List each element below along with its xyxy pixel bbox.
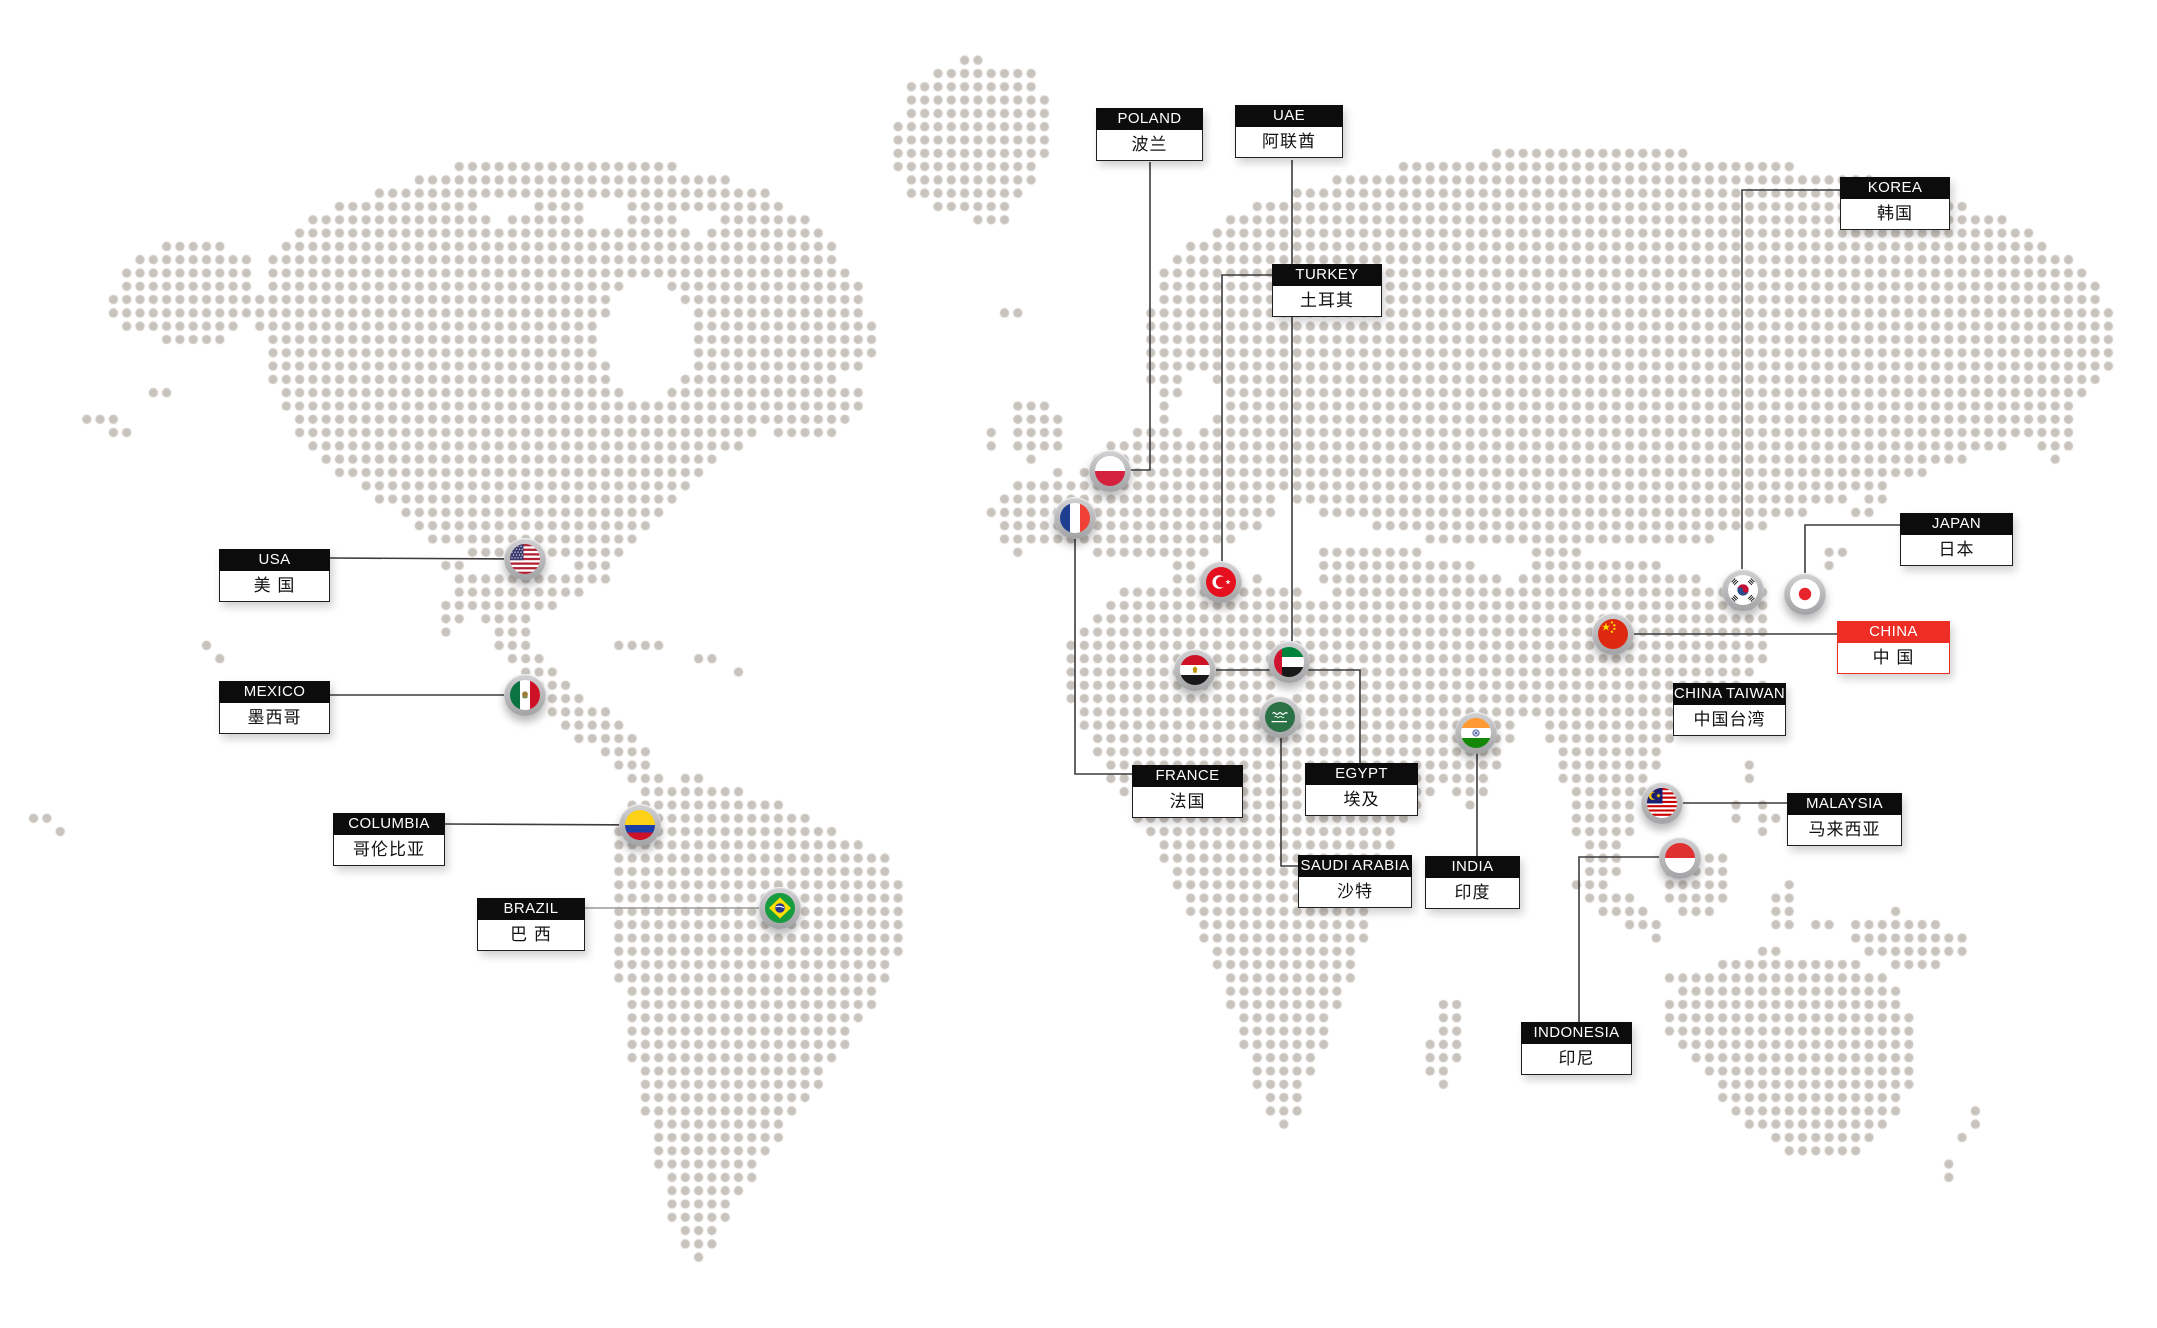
country-name-zh: 韩国 bbox=[1840, 199, 1950, 230]
country-name-zh: 波兰 bbox=[1096, 130, 1203, 161]
country-name-zh: 巴 西 bbox=[477, 920, 585, 951]
country-label-egypt: EGYPT 埃及 bbox=[1305, 763, 1418, 816]
connector-line-saudi-arabia bbox=[1280, 717, 1298, 867]
country-label-mexico: MEXICO 墨西哥 bbox=[219, 681, 330, 734]
country-name-zh: 美 国 bbox=[219, 571, 330, 602]
country-name-en: TURKEY bbox=[1272, 264, 1382, 286]
flag-marker-brazil bbox=[759, 887, 801, 929]
flag-marker-poland bbox=[1089, 450, 1131, 492]
country-label-malaysia: MALAYSIA 马来西亚 bbox=[1787, 793, 1902, 846]
flag-uae-icon bbox=[1274, 647, 1304, 677]
country-name-en: MEXICO bbox=[219, 681, 330, 703]
flag-marker-saudi-arabia bbox=[1259, 696, 1301, 738]
connector-line-korea bbox=[1741, 189, 1840, 590]
flag-china-icon bbox=[1598, 619, 1628, 649]
country-name-zh: 墨西哥 bbox=[219, 703, 330, 734]
country-name-en: COLUMBIA bbox=[333, 813, 445, 835]
country-name-en: SAUDI ARABIA bbox=[1298, 855, 1412, 877]
flag-india-icon bbox=[1461, 718, 1491, 748]
flag-france-icon bbox=[1060, 503, 1090, 533]
flag-turkey-icon bbox=[1206, 567, 1236, 597]
flag-marker-usa bbox=[504, 538, 546, 580]
country-label-turkey: TURKEY 土耳其 bbox=[1272, 264, 1382, 317]
country-name-zh: 日本 bbox=[1900, 535, 2013, 566]
country-name-en: KOREA bbox=[1840, 177, 1950, 199]
country-label-brazil: BRAZIL 巴 西 bbox=[477, 898, 585, 951]
flag-columbia-icon bbox=[625, 810, 655, 840]
country-name-en: UAE bbox=[1235, 105, 1343, 127]
country-name-en: CHINA TAIWAN bbox=[1673, 683, 1786, 705]
flag-marker-japan bbox=[1784, 573, 1826, 615]
country-label-usa: USA 美 国 bbox=[219, 549, 330, 602]
country-label-uae: UAE 阿联酋 bbox=[1235, 105, 1343, 158]
country-name-zh: 阿联酋 bbox=[1235, 127, 1343, 158]
flag-egypt-icon bbox=[1180, 655, 1210, 685]
connector-line-egypt bbox=[1195, 669, 1361, 763]
connector-line-columbia bbox=[444, 823, 641, 826]
flag-marker-egypt bbox=[1174, 649, 1216, 691]
flag-usa-icon bbox=[510, 544, 540, 574]
country-name-zh: 马来西亚 bbox=[1787, 815, 1902, 846]
country-name-zh: 哥伦比亚 bbox=[333, 835, 445, 866]
connector-line-indonesia bbox=[1578, 856, 1680, 1022]
flag-marker-mexico bbox=[504, 674, 546, 716]
country-name-en: BRAZIL bbox=[477, 898, 585, 920]
country-name-en: CHINA bbox=[1837, 621, 1950, 643]
flag-marker-indonesia bbox=[1659, 837, 1701, 879]
flag-japan-icon bbox=[1790, 579, 1820, 609]
flag-marker-uae bbox=[1268, 641, 1310, 683]
flag-marker-china bbox=[1592, 613, 1634, 655]
country-name-en: USA bbox=[219, 549, 330, 571]
country-label-india: INDIA 印度 bbox=[1425, 856, 1520, 909]
country-name-en: JAPAN bbox=[1900, 513, 2013, 535]
connector-line-turkey bbox=[1221, 274, 1272, 582]
country-name-zh: 中 国 bbox=[1837, 643, 1950, 674]
country-label-indonesia: INDONESIA 印尼 bbox=[1521, 1022, 1632, 1075]
country-label-columbia: COLUMBIA 哥伦比亚 bbox=[333, 813, 445, 866]
country-label-poland: POLAND 波兰 bbox=[1096, 108, 1203, 161]
flag-poland-icon bbox=[1095, 456, 1125, 486]
country-label-korea: KOREA 韩国 bbox=[1840, 177, 1950, 230]
connector-line-poland bbox=[1110, 162, 1151, 471]
country-name-en: INDIA bbox=[1425, 856, 1520, 878]
country-name-zh: 印度 bbox=[1425, 878, 1520, 909]
country-name-zh: 法国 bbox=[1132, 787, 1243, 818]
connector-line-usa bbox=[329, 557, 526, 560]
country-label-france: FRANCE 法国 bbox=[1132, 765, 1243, 818]
country-name-en: POLAND bbox=[1096, 108, 1203, 130]
country-label-china: CHINA 中 国 bbox=[1837, 621, 1950, 674]
country-name-zh: 印尼 bbox=[1521, 1044, 1632, 1075]
country-name-en: FRANCE bbox=[1132, 765, 1243, 787]
flag-malaysia-icon bbox=[1647, 788, 1677, 818]
flag-mexico-icon bbox=[510, 680, 540, 710]
country-name-zh: 土耳其 bbox=[1272, 286, 1382, 317]
flag-indonesia-icon bbox=[1665, 843, 1695, 873]
flag-brazil-icon bbox=[765, 893, 795, 923]
country-label-saudi-arabia: SAUDI ARABIA 沙特 bbox=[1298, 855, 1412, 908]
flag-marker-turkey bbox=[1200, 561, 1242, 603]
flag-marker-columbia bbox=[619, 804, 661, 846]
flag-marker-france bbox=[1054, 497, 1096, 539]
country-name-zh: 沙特 bbox=[1298, 877, 1412, 908]
country-name-en: MALAYSIA bbox=[1787, 793, 1902, 815]
country-label-china-taiwan: CHINA TAIWAN 中国台湾 bbox=[1673, 683, 1786, 736]
country-name-zh: 中国台湾 bbox=[1673, 705, 1786, 736]
connector-line-france bbox=[1074, 518, 1132, 775]
connector-line-japan bbox=[1804, 524, 1900, 594]
flag-marker-india bbox=[1455, 712, 1497, 754]
country-name-zh: 埃及 bbox=[1305, 785, 1418, 816]
country-name-en: EGYPT bbox=[1305, 763, 1418, 785]
flag-marker-malaysia bbox=[1641, 782, 1683, 824]
flag-marker-korea bbox=[1722, 569, 1764, 611]
flag-saudi-arabia-icon bbox=[1265, 702, 1295, 732]
country-name-en: INDONESIA bbox=[1521, 1022, 1632, 1044]
country-label-japan: JAPAN 日本 bbox=[1900, 513, 2013, 566]
flag-korea-icon bbox=[1728, 575, 1758, 605]
